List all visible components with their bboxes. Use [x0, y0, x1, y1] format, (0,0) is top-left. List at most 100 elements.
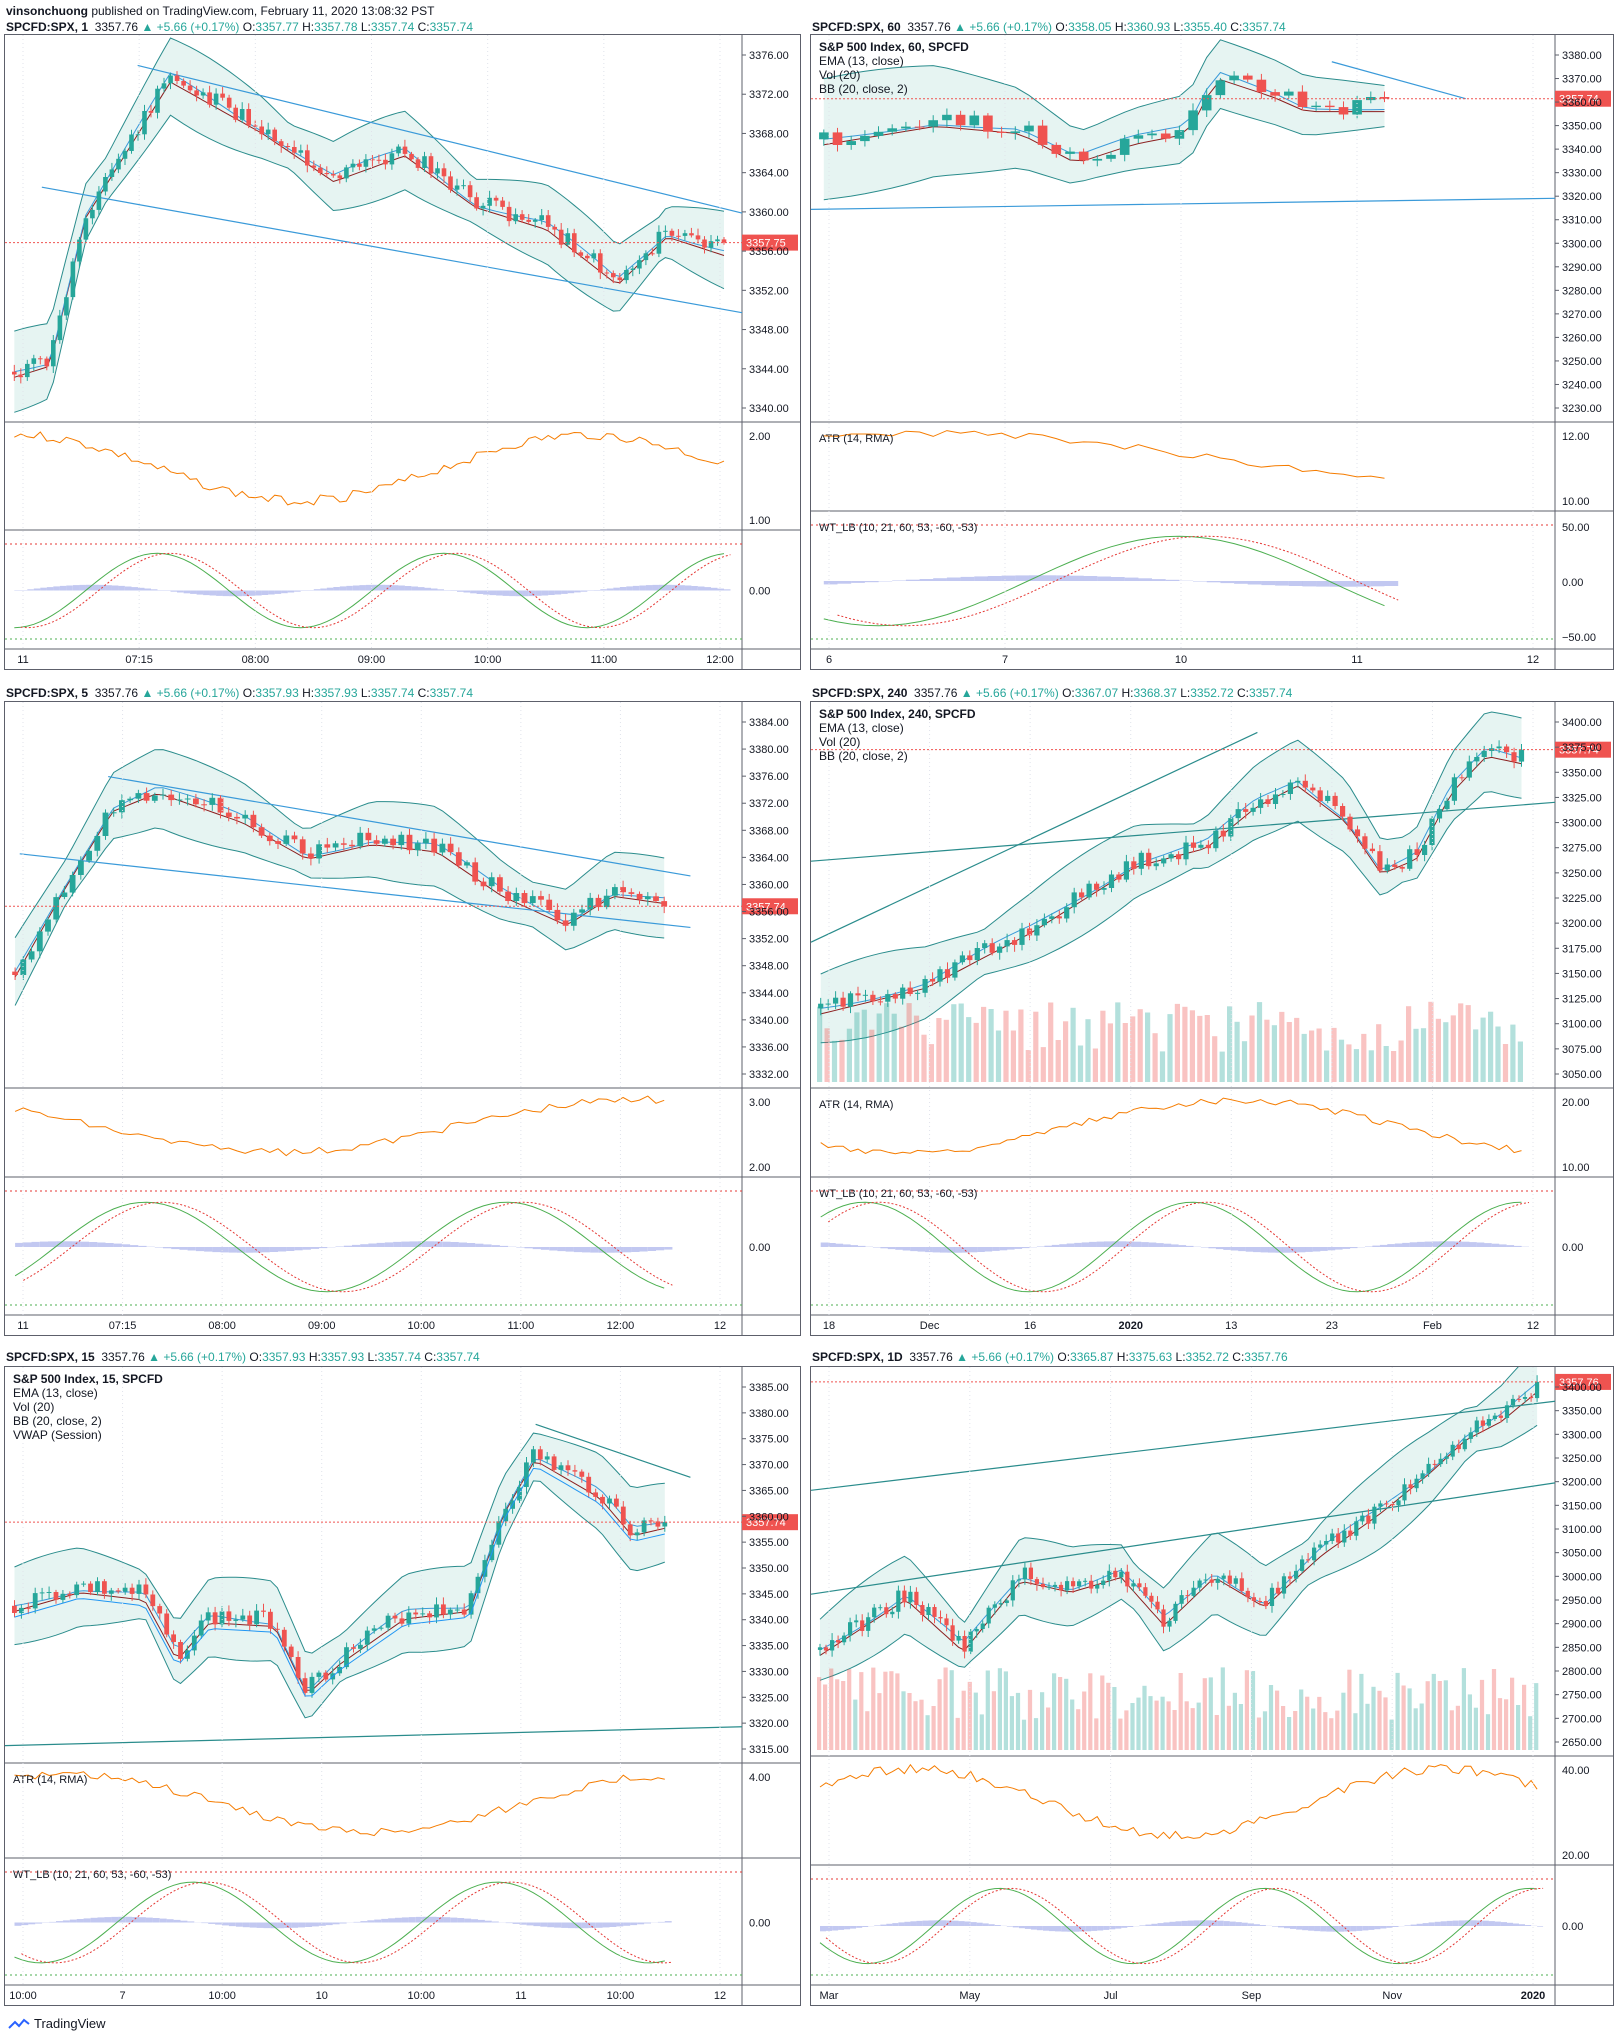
- candle-body: [1209, 1579, 1214, 1583]
- candle-body: [390, 838, 396, 846]
- candle-body: [402, 146, 408, 154]
- candle-body: [316, 844, 322, 859]
- candle-body: [1079, 892, 1085, 898]
- wt-histogram-bar: [1284, 1926, 1290, 1929]
- volume-bar: [1413, 1028, 1419, 1082]
- wt-histogram-bar: [1111, 1241, 1119, 1247]
- candle-body: [281, 1629, 287, 1647]
- candle-body: [258, 827, 265, 836]
- wt-histogram-bar: [286, 1247, 295, 1251]
- wt-histogram-bar: [360, 1921, 368, 1923]
- chart-panel-15[interactable]: 3357.74 3385.00 3380.00 3375.00 3370.00 3365.…: [4, 1366, 801, 2006]
- volume-bar: [1495, 1026, 1501, 1082]
- wt-histogram-bar: [1175, 1921, 1182, 1926]
- y-tick-label: 3352.00: [749, 285, 789, 297]
- candle-body: [1429, 818, 1435, 845]
- wt-histogram-bar: [606, 1247, 615, 1253]
- wt-histogram-bar: [1118, 1241, 1127, 1247]
- y-tick-label: 3310.00: [1562, 215, 1602, 227]
- candle-body: [122, 150, 128, 159]
- candle-body: [1004, 1600, 1009, 1603]
- legend-entry: EMA (13, close): [13, 1386, 98, 1400]
- title-open: 3365.87: [1070, 1350, 1114, 1364]
- candle-body: [148, 111, 154, 113]
- price-tag: 3357.75: [746, 238, 786, 250]
- candle-body: [1280, 794, 1286, 795]
- candle-body: [1227, 1575, 1232, 1584]
- chart-panel-1d[interactable]: 3357.76 3400.00 3350.00 3300.00 3250.00 3200.…: [810, 1366, 1614, 2006]
- wt-histogram-bar: [1499, 1244, 1507, 1247]
- candle-body: [46, 1592, 52, 1593]
- wt-histogram-bar: [1215, 1247, 1224, 1250]
- wt-histogram-bar: [1343, 581, 1358, 587]
- volume-bar: [1154, 1700, 1159, 1750]
- wt-histogram-bar: [1290, 1247, 1298, 1253]
- candle-body: [1332, 795, 1338, 806]
- candle-body: [1173, 1603, 1178, 1621]
- candle-body: [305, 150, 310, 166]
- legend-entry: EMA (13, close): [819, 54, 904, 68]
- wt-histogram-bar: [111, 1916, 119, 1923]
- y-tick-label: 3352.00: [749, 934, 789, 946]
- wt-histogram-bar: [1272, 1926, 1278, 1927]
- candle-body: [1263, 1601, 1268, 1606]
- bollinger-band-fill: [14, 1433, 665, 1718]
- candle-body: [28, 951, 35, 960]
- wt-histogram-bar: [1440, 1921, 1447, 1926]
- y-tick-label: 3370.00: [1562, 74, 1602, 86]
- y-tick-label: 3250.00: [1562, 356, 1602, 368]
- candle-body: [20, 959, 27, 975]
- wt-histogram-bar: [994, 1925, 1001, 1926]
- candle-body: [423, 838, 429, 844]
- chart-panel-1m[interactable]: 3357.75 3376.00 3372.00 3368.00 3364.00 3360.…: [4, 34, 801, 670]
- wt-histogram-bar: [1073, 1926, 1080, 1932]
- wt-histogram-bar: [1241, 1922, 1248, 1926]
- y-tick-label: 3260.00: [1562, 332, 1602, 344]
- candle-body: [90, 209, 95, 219]
- chart-panel-60[interactable]: 3357.74 3380.00 3370.00 3360.00 3350.00 3340.…: [810, 34, 1614, 670]
- title-symbol: SPCFD:SPX, 15: [6, 1350, 95, 1364]
- candle-body: [526, 219, 531, 222]
- chart-panel-240[interactable]: 3357.74 3400.00 3375.00 3350.00 3325.00 3300.…: [810, 701, 1614, 1336]
- candle-body: [102, 1581, 107, 1594]
- candle-body: [1310, 787, 1316, 791]
- wt-histogram-bar: [1434, 1921, 1441, 1926]
- wt-histogram-bar: [294, 590, 301, 592]
- wt-histogram-bar: [1067, 1926, 1074, 1932]
- candle-body: [39, 1592, 45, 1594]
- candle-body: [1522, 1397, 1528, 1399]
- y-tick-label: 2750.00: [1562, 1690, 1602, 1702]
- wt-histogram-bar: [66, 585, 73, 591]
- volume-bar: [1497, 1698, 1503, 1750]
- y-tick-label: 3348.00: [749, 325, 789, 337]
- wt-histogram-bar: [1365, 1246, 1373, 1247]
- chart-panel-5[interactable]: 3357.74 3384.00 3380.00 3376.00 3372.00 3368.…: [4, 701, 801, 1336]
- candle-body: [950, 1625, 955, 1641]
- title-change: ▲ +5.66 (+0.17%): [148, 1350, 247, 1364]
- x-tick-label: 07:15: [109, 1320, 137, 1332]
- candle-body: [109, 169, 115, 177]
- volume-bar: [1136, 1697, 1141, 1750]
- volume-bar: [931, 1706, 936, 1750]
- y-tick-label: 3350.00: [1562, 767, 1602, 779]
- y-tick-label: 3348.00: [749, 961, 789, 973]
- wt-histogram-bar: [249, 1922, 257, 1928]
- atr-tick-label: 2.00: [749, 1162, 770, 1174]
- candle-body: [36, 931, 43, 952]
- wt-histogram-bar: [691, 586, 698, 591]
- wt-histogram-bar: [598, 1247, 607, 1253]
- y-tick-label: 3376.00: [749, 50, 789, 62]
- wt-histogram-bar: [204, 1247, 213, 1252]
- title-open: 3357.77: [255, 20, 299, 34]
- volume-bar: [899, 1026, 905, 1082]
- trend-line: [1331, 61, 1466, 100]
- wt-histogram-bar: [48, 1241, 57, 1247]
- volume-bar: [1227, 1006, 1233, 1082]
- wt-histogram-bar: [1014, 1247, 1023, 1249]
- wt-histogram-bar: [1288, 581, 1303, 586]
- volume-bar: [1174, 1003, 1180, 1082]
- candle-body: [420, 1613, 426, 1615]
- wt-histogram-bar: [671, 584, 679, 591]
- wt-histogram-bar: [934, 1920, 941, 1926]
- wt-tick-label: 0.00: [1562, 1921, 1583, 1933]
